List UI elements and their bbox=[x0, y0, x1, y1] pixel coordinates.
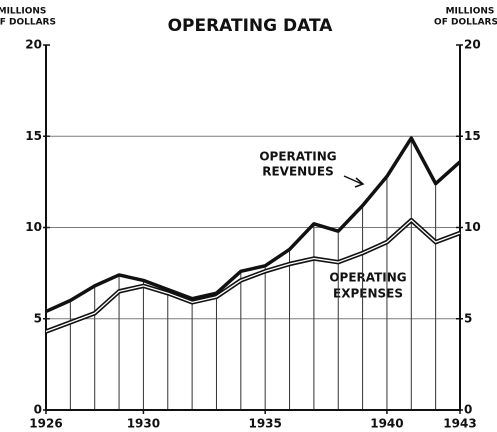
y2-tick-label: 5 bbox=[464, 311, 472, 325]
y-tick-label: 5 bbox=[34, 311, 42, 325]
y2-axis-label: MILLIONS bbox=[446, 7, 495, 17]
x-tick-label: 1943 bbox=[443, 417, 476, 431]
y2-tick-label: 10 bbox=[464, 220, 481, 234]
y2-axis-label: OF DOLLARS bbox=[434, 18, 497, 28]
x-tick-label: 1926 bbox=[29, 417, 62, 431]
x-tick-label: 1930 bbox=[127, 417, 160, 431]
x-tick-label: 1940 bbox=[370, 417, 403, 431]
y-tick-label: 10 bbox=[25, 220, 42, 234]
x-tick-label: 1935 bbox=[248, 417, 281, 431]
series-line bbox=[45, 136, 462, 314]
legend-label: OPERATING bbox=[259, 150, 336, 164]
y2-tick-label: 0 bbox=[464, 403, 472, 417]
y2-tick-label: 15 bbox=[464, 129, 481, 143]
legend-label: REVENUES bbox=[262, 165, 334, 179]
y-tick-label: 15 bbox=[25, 129, 42, 143]
axes bbox=[45, 45, 461, 411]
chart-title: OPERATING DATA bbox=[168, 16, 334, 36]
y-tick-label: 0 bbox=[34, 403, 42, 417]
y-axis-label: OF DOLLARS bbox=[0, 18, 56, 28]
y-axis-label: MILLIONS bbox=[0, 7, 46, 17]
y-tick-label: 20 bbox=[25, 38, 42, 52]
y2-tick-label: 20 bbox=[464, 38, 481, 52]
legend-label: OPERATING bbox=[329, 271, 406, 285]
series-line-inner bbox=[45, 219, 461, 333]
annotation-arrow bbox=[343, 175, 365, 188]
legend-label: EXPENSES bbox=[333, 287, 403, 301]
